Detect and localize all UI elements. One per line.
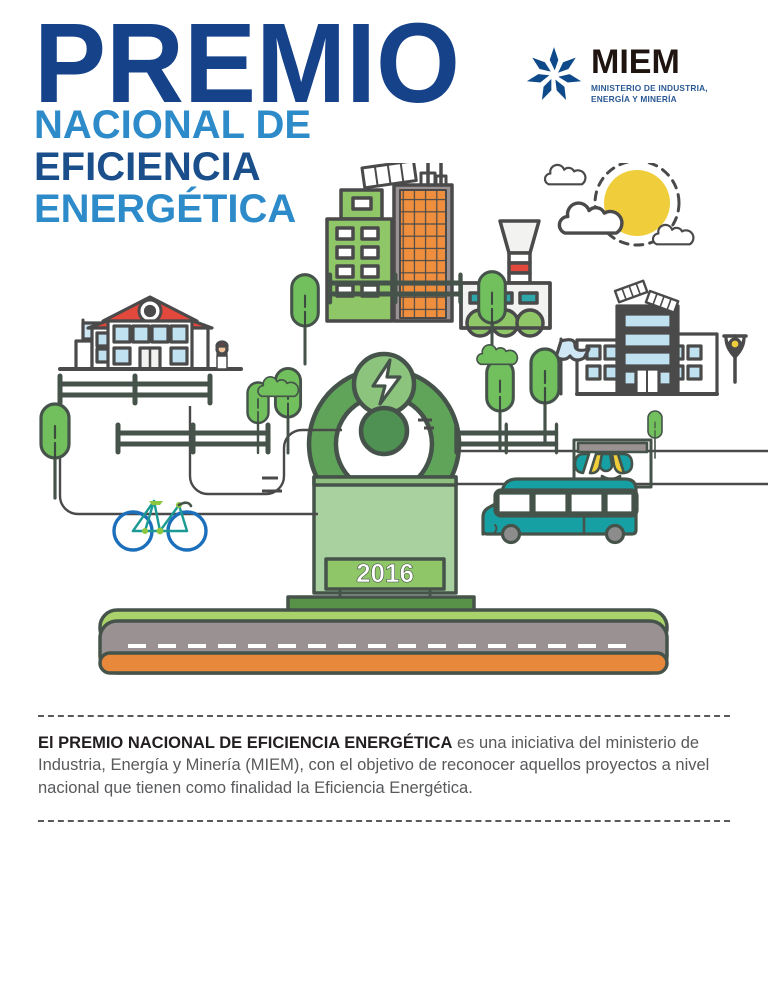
svg-text:2016: 2016 xyxy=(356,558,414,588)
